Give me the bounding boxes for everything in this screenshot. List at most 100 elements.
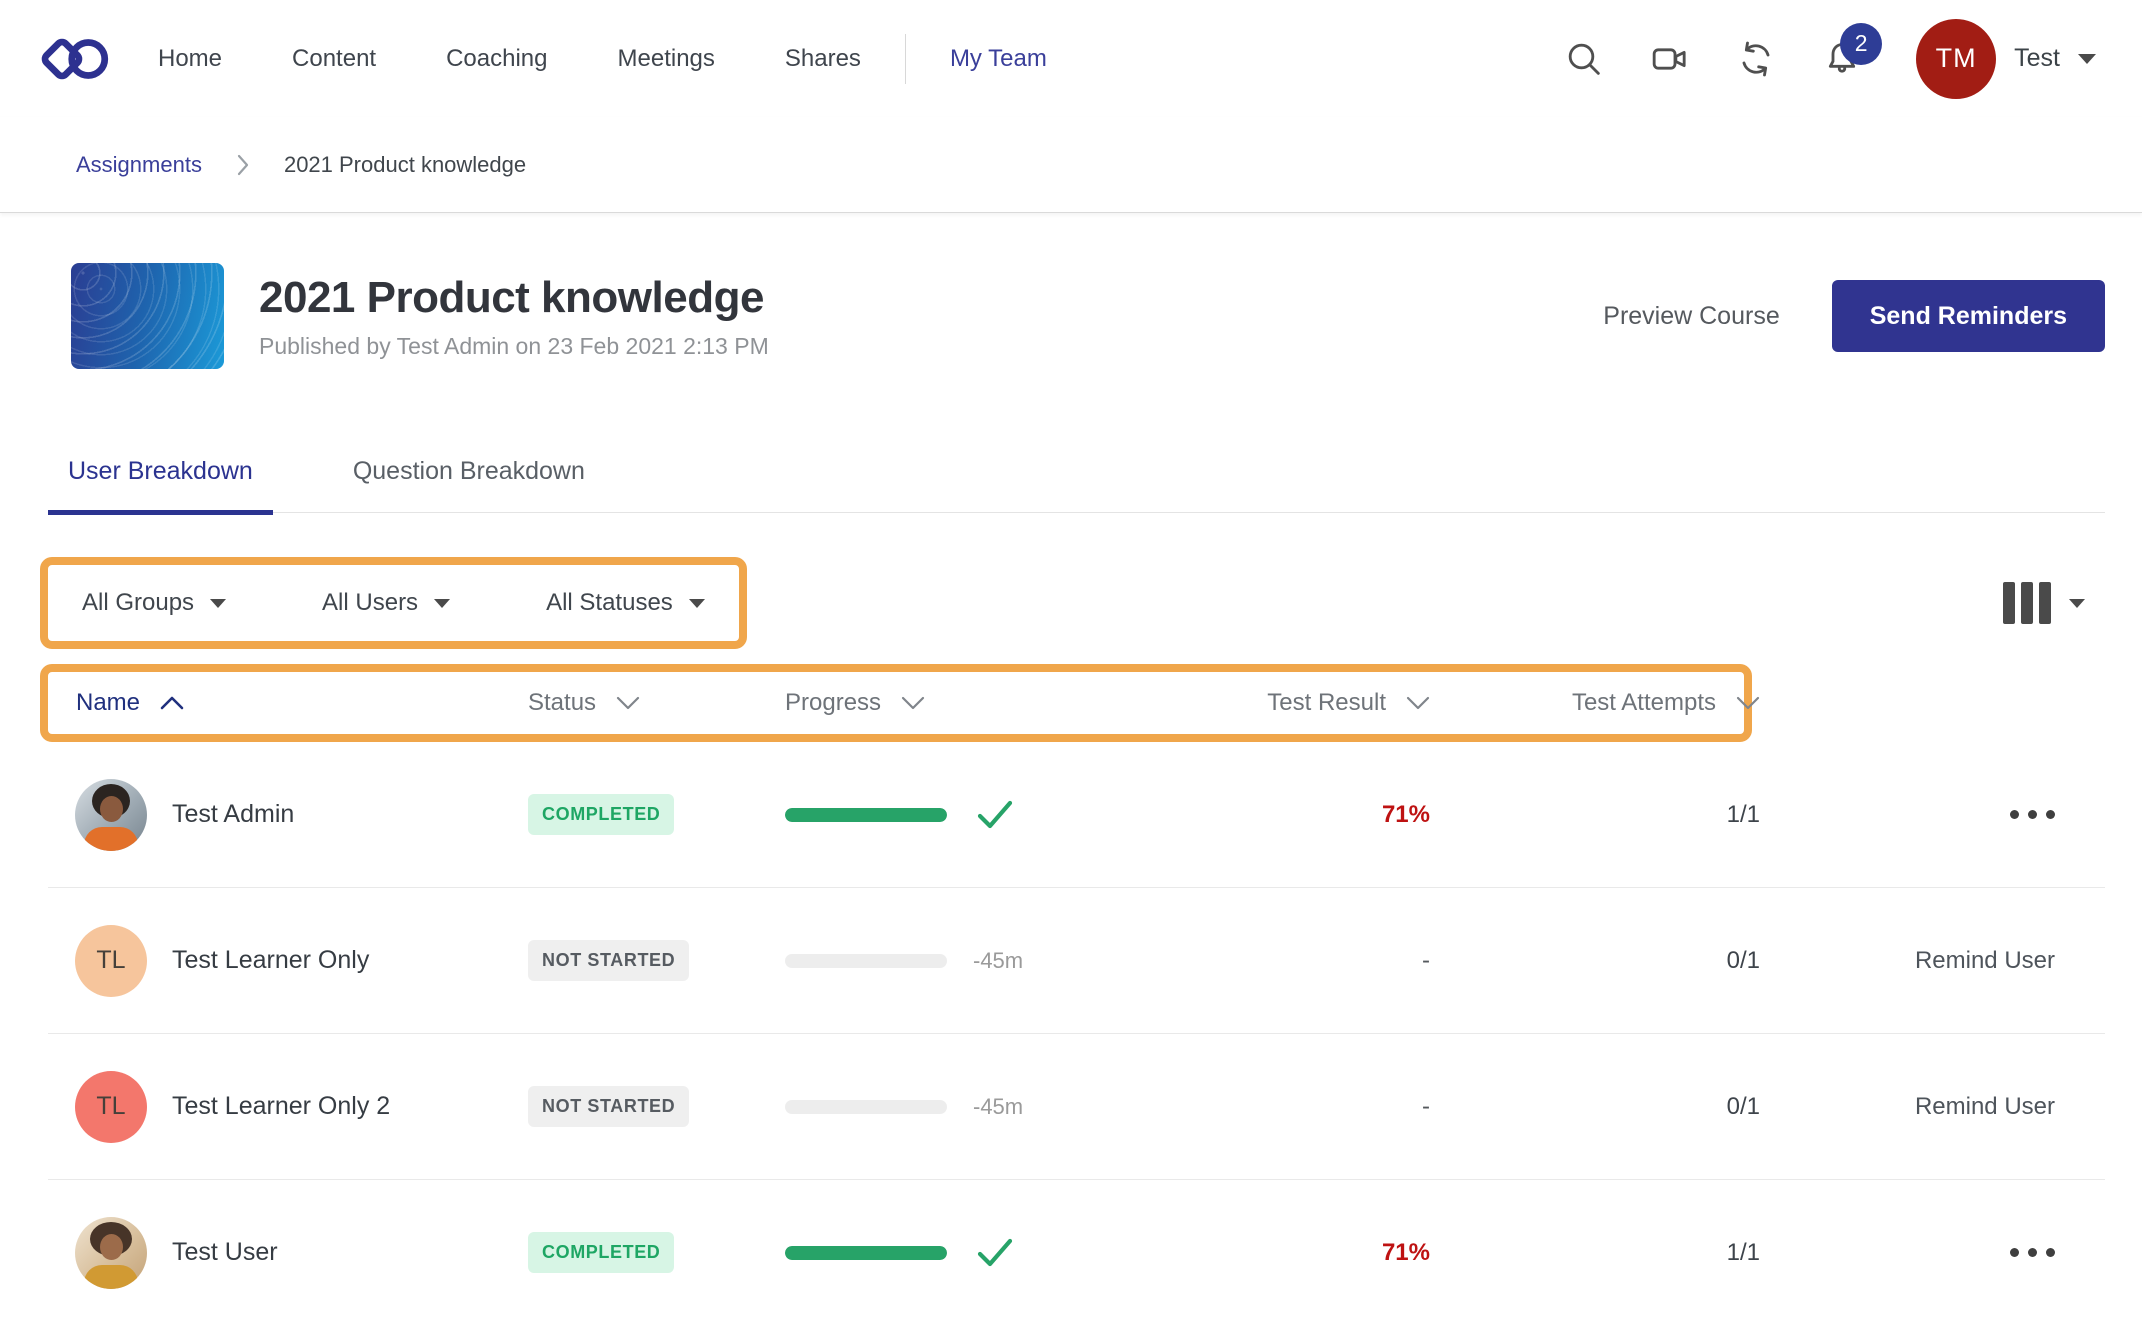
user-name-text: Test Learner Only <box>172 946 370 974</box>
user-avatar[interactable]: TM <box>1916 18 1997 99</box>
course-thumbnail <box>71 263 224 369</box>
breadcrumb-current: 2021 Product knowledge <box>283 151 527 177</box>
chevron-down-icon <box>434 598 451 608</box>
user-name: Test <box>2014 44 2060 72</box>
avatar <box>75 1216 147 1289</box>
chevron-down-icon <box>901 696 925 710</box>
users-filter-label: All Users <box>322 589 419 616</box>
brand-infinity-logo-icon[interactable] <box>41 34 113 84</box>
tab-user-breakdown[interactable]: User Breakdown <box>48 457 273 515</box>
progress-bar <box>785 1099 947 1114</box>
users-filter-dropdown[interactable]: All Users <box>322 589 451 617</box>
progress-bar <box>785 953 947 968</box>
remind-user-link[interactable]: Remind User <box>1914 946 2055 974</box>
nav-item-content[interactable]: Content <box>292 44 377 72</box>
status-cell: COMPLETED <box>520 1232 785 1273</box>
status-cell: NOT STARTED <box>520 1086 785 1127</box>
check-icon <box>977 800 1013 830</box>
nav-item-coaching[interactable]: Coaching <box>446 44 548 72</box>
search-icon[interactable] <box>1564 39 1604 79</box>
row-actions: Remind User <box>1915 947 2105 975</box>
row-menu-icon[interactable] <box>2010 800 2055 829</box>
progress-bar <box>785 1245 947 1260</box>
table-header: Name Status Progress <box>48 687 1760 719</box>
status-badge: NOT STARTED <box>528 940 690 981</box>
column-header-progress[interactable]: Progress <box>785 687 1090 719</box>
columns-bars-icon <box>2003 582 2051 624</box>
test-result-value: - <box>1422 1092 1430 1120</box>
progress-bar <box>785 807 947 822</box>
test-attempts-value: 0/1 <box>1726 1092 1760 1120</box>
sort-ascending-icon <box>160 696 184 710</box>
column-header-test-attempts[interactable]: Test Attempts <box>1572 687 1760 719</box>
status-badge: COMPLETED <box>528 1232 675 1273</box>
test-attempts-value: 0/1 <box>1726 946 1760 974</box>
column-header-test-result[interactable]: Test Result <box>1267 687 1430 719</box>
status-cell: NOT STARTED <box>520 940 785 981</box>
avatar-initials: TL <box>96 1092 126 1120</box>
user-cell: Test Admin <box>48 778 520 851</box>
breadcrumb-assignments-link[interactable]: Assignments <box>76 151 202 177</box>
nav-item-home[interactable]: Home <box>158 44 223 72</box>
nav-links: Home Content Coaching Meetings Shares <box>158 45 861 73</box>
chevron-down-icon <box>2078 53 2096 64</box>
tab-question-breakdown[interactable]: Question Breakdown <box>352 457 585 485</box>
avatar: TL <box>75 924 147 997</box>
breadcrumb-chevron-icon <box>237 154 249 175</box>
chevron-down-icon <box>2069 598 2085 608</box>
table-row: TL Test Learner Only 2 NOT STARTED -45m … <box>48 1034 2105 1180</box>
table-row: TL Test Learner Only NOT STARTED -45m - … <box>48 888 2105 1034</box>
user-cell: TL Test Learner Only 2 <box>48 1070 520 1143</box>
course-header: 2021 Product knowledge Published by Test… <box>71 263 2105 369</box>
user-name-text: Test User <box>172 1238 278 1266</box>
video-icon[interactable] <box>1650 39 1690 79</box>
nav-item-my-team[interactable]: My Team <box>949 44 1047 72</box>
column-header-status[interactable]: Status <box>520 687 785 719</box>
status-header-label: Status <box>528 689 597 716</box>
test-attempts-value: 1/1 <box>1726 800 1760 828</box>
avatar-initials: TL <box>96 946 126 974</box>
row-actions <box>2010 1238 2105 1267</box>
breadcrumb: Assignments 2021 Product knowledge <box>0 117 2142 213</box>
statuses-filter-dropdown[interactable]: All Statuses <box>546 589 705 617</box>
preview-course-link[interactable]: Preview Course <box>1603 301 1780 330</box>
test-result-value: 71% <box>1381 1238 1430 1266</box>
chevron-down-icon <box>688 598 705 608</box>
sync-icon[interactable] <box>1736 39 1776 79</box>
status-badge: NOT STARTED <box>528 1086 690 1127</box>
groups-filter-dropdown[interactable]: All Groups <box>82 589 227 617</box>
remind-user-link[interactable]: Remind User <box>1914 1092 2055 1120</box>
test-result-value: 71% <box>1381 800 1430 828</box>
nav-item-shares[interactable]: Shares <box>784 44 861 72</box>
progress-cell <box>785 1238 1090 1268</box>
chevron-down-icon <box>210 598 227 608</box>
avatar: TL <box>75 1070 147 1143</box>
main-content: 2021 Product knowledge Published by Test… <box>0 263 2142 1324</box>
row-menu-icon[interactable] <box>2010 1238 2055 1267</box>
user-menu[interactable]: TM Test <box>1916 18 2096 99</box>
user-name-text: Test Admin <box>172 800 295 828</box>
tab-bar: User Breakdown Question Breakdown <box>48 457 2105 515</box>
chevron-down-icon <box>1736 696 1760 710</box>
nav-item-meetings[interactable]: Meetings <box>617 44 715 72</box>
time-remaining-text: -45m <box>973 1093 1024 1119</box>
table-header-highlight-box: Name Status Progress <box>40 664 1760 742</box>
status-badge: COMPLETED <box>528 794 675 835</box>
filters-highlight-box: All Groups All Users All Statuses <box>40 557 747 649</box>
column-header-name[interactable]: Name <box>48 687 520 719</box>
notification-count-badge: 2 <box>1840 22 1883 65</box>
published-line: Published by Test Admin on 23 Feb 2021 2… <box>259 332 769 359</box>
user-cell: TL Test Learner Only <box>48 924 520 997</box>
columns-icon[interactable] <box>2003 582 2085 624</box>
check-icon <box>977 1238 1013 1268</box>
top-nav: Home Content Coaching Meetings Shares My… <box>0 0 2142 117</box>
page-title: 2021 Product knowledge <box>259 272 764 322</box>
test-result-header-label: Test Result <box>1267 689 1386 716</box>
name-header-label: Name <box>76 689 141 716</box>
avatar <box>75 778 147 851</box>
send-reminders-button[interactable]: Send Reminders <box>1831 280 2105 352</box>
bell-icon[interactable]: 2 <box>1822 22 1883 79</box>
filter-row: All Groups All Users All Statuses <box>40 557 2105 649</box>
row-actions <box>2010 800 2105 829</box>
header-actions: Preview Course Send Reminders <box>1603 280 2105 352</box>
